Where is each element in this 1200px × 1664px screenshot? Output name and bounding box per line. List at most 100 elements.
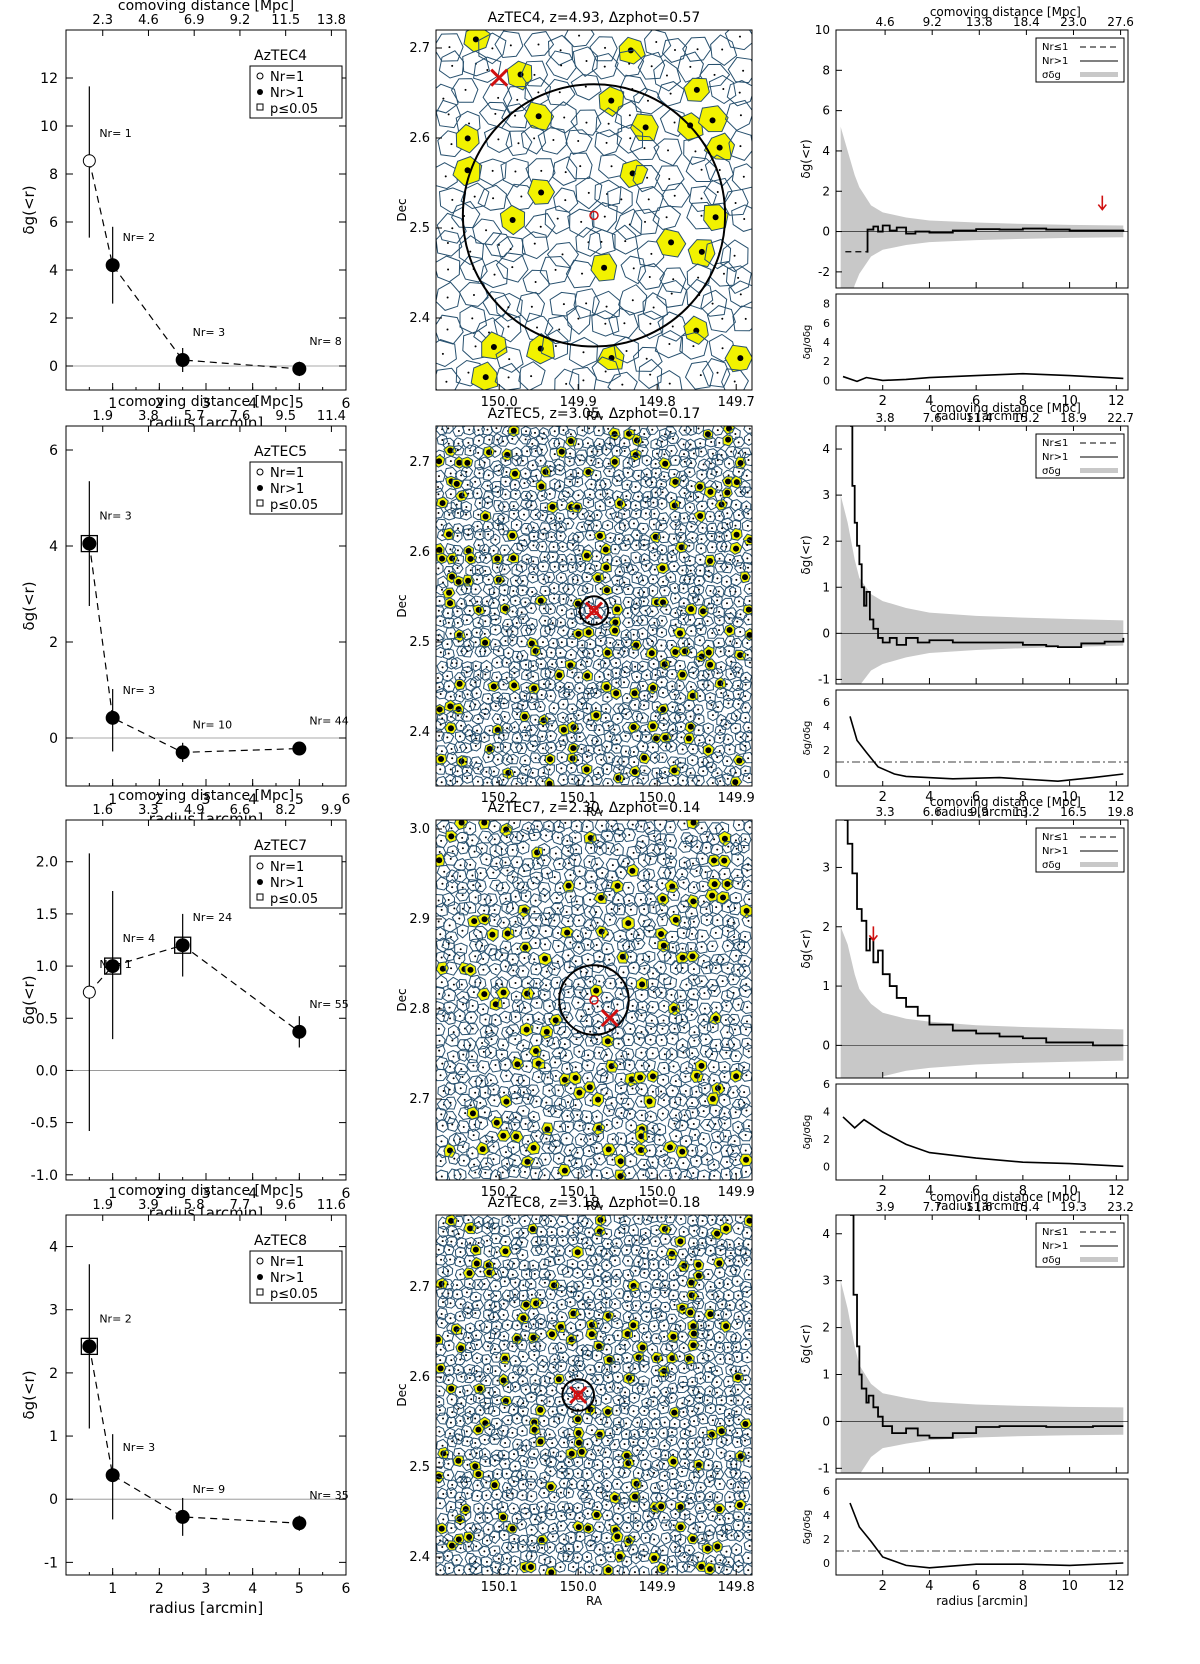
- galaxy-member: [546, 780, 553, 786]
- galaxy: [455, 662, 458, 665]
- galaxy: [670, 556, 673, 559]
- galaxy: [642, 600, 645, 603]
- voronoi-cell: [594, 627, 607, 640]
- galaxy: [599, 545, 602, 548]
- galaxy: [572, 512, 575, 515]
- voronoi-cell: [535, 432, 549, 446]
- galaxy: [608, 1109, 611, 1112]
- galaxy: [580, 220, 583, 223]
- galaxy: [605, 305, 608, 308]
- galaxy: [744, 317, 747, 320]
- voronoi-cell: [637, 614, 649, 627]
- y-tick-label: 2.7: [409, 455, 430, 470]
- galaxy: [461, 836, 464, 839]
- galaxy: [482, 1008, 485, 1011]
- galaxy: [504, 1151, 507, 1154]
- galaxy: [705, 907, 708, 910]
- voronoi-cell: [602, 977, 618, 990]
- x-tick-label: 150.0: [481, 395, 518, 410]
- x-axis-label: RA: [586, 1199, 603, 1213]
- galaxy: [513, 1159, 516, 1162]
- x-tick-label: 6: [342, 396, 351, 412]
- y-tick-label: 12: [40, 71, 58, 87]
- voronoi-cell: [560, 1094, 575, 1110]
- galaxy: [734, 1111, 737, 1114]
- voronoi-cell: [525, 740, 539, 753]
- galaxy: [641, 1006, 644, 1009]
- galaxy: [544, 506, 547, 509]
- voronoi-cell: [479, 667, 491, 681]
- galaxy: [497, 469, 500, 472]
- voronoi-cell: [549, 291, 577, 317]
- voronoi-cell: [729, 573, 743, 587]
- galaxy: [512, 969, 515, 972]
- voronoi-cell: [678, 487, 692, 500]
- voronoi-cell: [684, 1105, 701, 1119]
- galaxy: [493, 591, 496, 594]
- galaxy: [600, 240, 603, 243]
- galaxy: [438, 600, 441, 603]
- galaxy: [641, 665, 644, 668]
- voronoi-cell: [494, 292, 523, 322]
- voronoi-cell: [619, 74, 648, 104]
- voronoi-cell: [702, 570, 715, 584]
- voronoi-cell: [538, 522, 552, 534]
- voronoi-cell: [699, 865, 713, 880]
- galaxy: [642, 1174, 645, 1177]
- voronoi-cell: [482, 291, 511, 317]
- galaxy-member: [659, 565, 666, 572]
- galaxy-member: [743, 907, 750, 914]
- galaxy: [739, 114, 742, 117]
- voronoi-cell: [476, 1060, 491, 1075]
- galaxy: [595, 1038, 598, 1041]
- voronoi-cell: [642, 950, 656, 963]
- voronoi-cell: [572, 437, 585, 450]
- galaxy: [599, 631, 602, 634]
- galaxy: [542, 725, 545, 728]
- voronoi-cell: [576, 639, 589, 653]
- voronoi-cell: [669, 519, 682, 530]
- x-tick-label: 8: [1019, 394, 1027, 409]
- galaxy: [535, 1100, 538, 1103]
- voronoi-cell: [456, 881, 470, 894]
- voronoi-cell: [552, 857, 567, 871]
- galaxy: [574, 858, 577, 861]
- voronoi-cell: [519, 763, 533, 777]
- voronoi-cell: [644, 1012, 660, 1028]
- galaxy: [716, 706, 719, 709]
- galaxy: [627, 600, 630, 603]
- galaxy: [439, 620, 442, 623]
- y-tick-label: 2.4: [409, 311, 430, 326]
- voronoi-cell: [580, 656, 593, 668]
- voronoi-cell: [540, 329, 569, 360]
- galaxy: [544, 590, 547, 593]
- x-tick-label: 5: [295, 396, 304, 412]
- galaxy: [450, 143, 453, 146]
- voronoi-cell: [648, 507, 661, 520]
- galaxy: [652, 306, 655, 309]
- data-point: [292, 741, 307, 756]
- galaxy: [576, 908, 579, 911]
- galaxy: [581, 513, 584, 516]
- galaxy: [588, 493, 591, 496]
- galaxy: [732, 1149, 735, 1152]
- voronoi-cell: [600, 442, 613, 457]
- galaxy: [504, 897, 507, 900]
- galaxy: [496, 758, 499, 761]
- galaxy: [638, 1037, 641, 1040]
- top-tick-label: 4.6: [876, 15, 895, 29]
- galaxy: [610, 165, 613, 168]
- galaxy: [462, 1053, 465, 1056]
- voronoi-cell: [536, 528, 549, 541]
- voronoi-cell: [580, 1165, 593, 1179]
- galaxy: [466, 650, 469, 653]
- voronoi-cell: [697, 1081, 711, 1096]
- galaxy: [550, 517, 553, 520]
- voronoi-cell: [538, 924, 554, 939]
- galaxy: [487, 578, 490, 581]
- galaxy-member: [447, 725, 454, 732]
- galaxy: [446, 612, 449, 615]
- galaxy: [558, 1103, 561, 1106]
- galaxy: [620, 1087, 623, 1090]
- y-tick-label: 2.8: [409, 1002, 430, 1017]
